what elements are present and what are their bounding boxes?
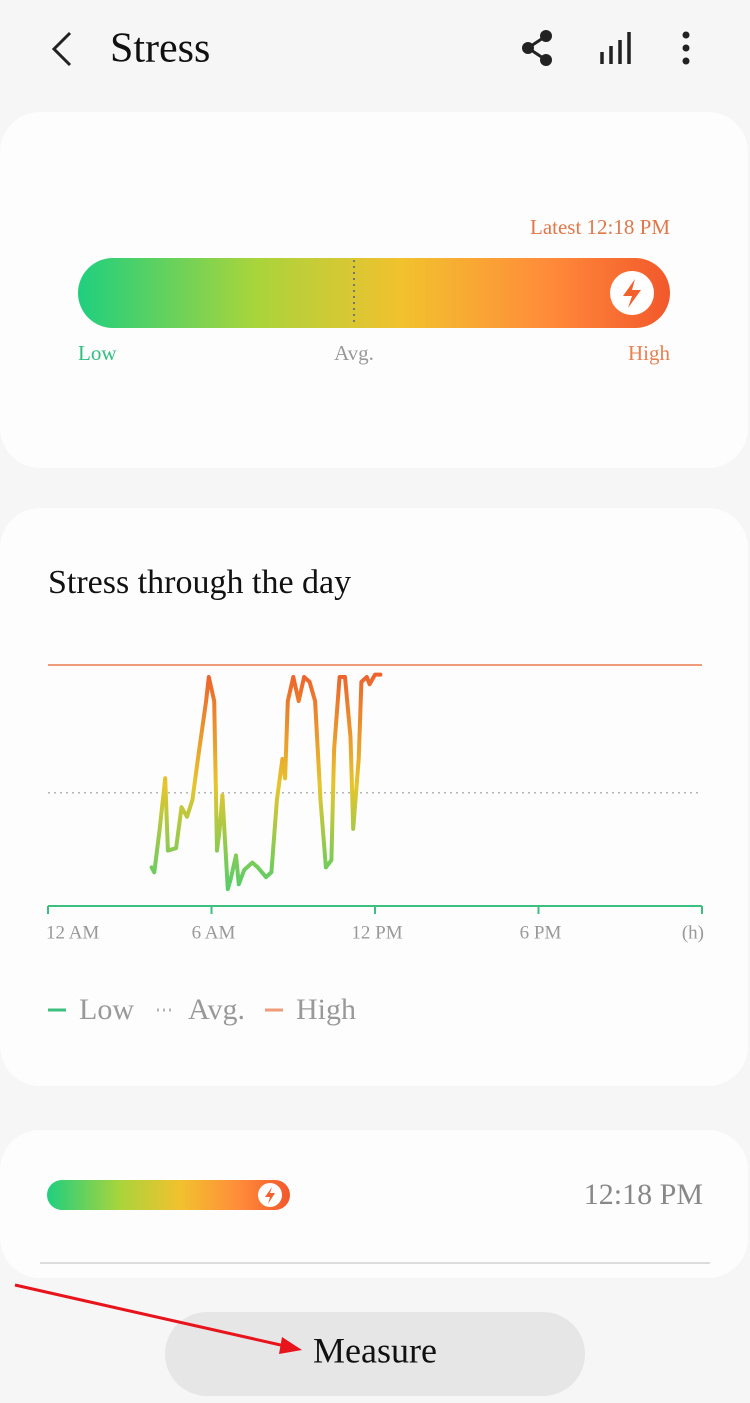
- low-label: Low: [78, 341, 117, 365]
- legend-label: Low: [79, 993, 134, 1026]
- chart-title: Stress through the day: [48, 564, 351, 601]
- high-label: High: [628, 341, 671, 365]
- more-button[interactable]: [682, 31, 690, 65]
- record-card: [0, 1130, 748, 1278]
- measure-button[interactable]: [165, 1312, 585, 1396]
- stats-button[interactable]: [600, 32, 631, 64]
- chart-card: [0, 508, 748, 1086]
- record-bar: [47, 1180, 290, 1210]
- chart: 12 AM 6 AM 12 PM 6 PM (h) Low Avg. High: [46, 664, 704, 1026]
- legend-label: High: [296, 993, 356, 1026]
- measure-label: Measure: [313, 1330, 437, 1370]
- x-tick-label: 12 AM: [46, 922, 99, 943]
- latest-label: Latest 12:18 PM: [530, 215, 670, 239]
- back-button[interactable]: [51, 31, 72, 67]
- stress-scale-bar: [78, 258, 670, 328]
- x-tick-label: 12 PM: [351, 922, 402, 943]
- latest-marker: [610, 271, 654, 315]
- record-marker: [258, 1183, 282, 1207]
- stress-line: [149, 672, 383, 892]
- x-tick-label: (h): [682, 922, 704, 943]
- x-tick-label: 6 AM: [192, 922, 236, 943]
- share-button[interactable]: [522, 30, 552, 66]
- page-title: Stress: [110, 26, 210, 72]
- record-time[interactable]: 12:18 PM: [584, 1178, 703, 1211]
- avg-label: Avg.: [334, 341, 374, 365]
- annotation-arrow: [14, 1283, 302, 1354]
- x-tick-label: 6 PM: [520, 922, 562, 943]
- legend-label: Avg.: [188, 993, 245, 1026]
